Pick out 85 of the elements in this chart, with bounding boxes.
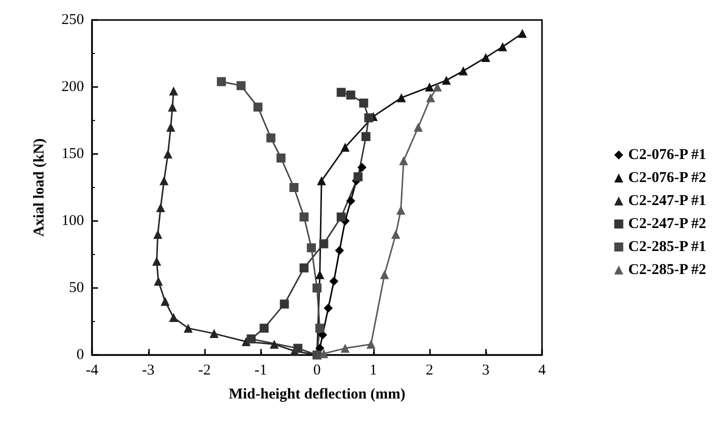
point bbox=[426, 93, 436, 102]
point bbox=[293, 344, 302, 353]
point bbox=[169, 86, 178, 96]
point bbox=[346, 90, 356, 100]
point bbox=[160, 176, 168, 186]
point bbox=[481, 53, 490, 62]
legend-label: C2-076-P #2 bbox=[628, 170, 706, 186]
x-tick-label: -1 bbox=[254, 362, 267, 378]
point bbox=[346, 196, 356, 206]
x-axis-title: Mid-height deflection (mm) bbox=[228, 386, 406, 402]
x-tick-label: -3 bbox=[142, 362, 154, 378]
x-tick-label: 4 bbox=[538, 362, 546, 378]
point bbox=[399, 156, 408, 166]
point bbox=[336, 88, 346, 97]
point bbox=[391, 230, 400, 239]
legend-label: C2-247-P #1 bbox=[628, 193, 706, 209]
point bbox=[156, 203, 166, 212]
point bbox=[414, 122, 423, 132]
point bbox=[152, 256, 162, 266]
point bbox=[336, 212, 346, 222]
point bbox=[366, 340, 376, 349]
point bbox=[518, 28, 527, 38]
point bbox=[458, 66, 468, 76]
point bbox=[169, 312, 178, 322]
point bbox=[315, 324, 324, 333]
point bbox=[160, 296, 170, 306]
point bbox=[276, 154, 286, 163]
point bbox=[289, 183, 298, 192]
y-tick-label: 0 bbox=[76, 347, 84, 363]
legend-label: C2-285-P #2 bbox=[628, 262, 706, 278]
point bbox=[432, 82, 442, 92]
x-tick-label: 2 bbox=[426, 362, 434, 378]
point bbox=[442, 76, 451, 85]
point bbox=[498, 42, 508, 52]
y-tick-label: 150 bbox=[62, 146, 84, 162]
y-axis-title: Axial load (kN) bbox=[32, 138, 48, 237]
point bbox=[354, 172, 363, 182]
point bbox=[324, 304, 333, 313]
y-tick-label: 50 bbox=[69, 280, 84, 296]
point bbox=[315, 270, 324, 280]
point bbox=[340, 344, 350, 353]
x-tick-label: -2 bbox=[198, 362, 211, 378]
point bbox=[359, 98, 368, 108]
y-tick-label: 250 bbox=[62, 12, 84, 28]
point bbox=[236, 81, 246, 90]
x-tick-label: 1 bbox=[370, 362, 377, 378]
point bbox=[300, 212, 309, 222]
point bbox=[358, 162, 366, 172]
x-tick-label: 0 bbox=[313, 362, 321, 378]
point bbox=[335, 246, 344, 255]
point bbox=[312, 284, 322, 292]
point bbox=[168, 102, 177, 112]
point bbox=[329, 276, 338, 286]
point bbox=[340, 142, 350, 152]
point bbox=[210, 329, 219, 338]
point bbox=[317, 176, 326, 186]
point bbox=[216, 77, 226, 86]
point bbox=[166, 122, 176, 132]
point bbox=[425, 82, 434, 92]
y-tick-label: 200 bbox=[62, 79, 84, 95]
point bbox=[154, 276, 163, 286]
point bbox=[246, 334, 256, 344]
point bbox=[153, 230, 162, 239]
point bbox=[253, 102, 262, 112]
point bbox=[380, 270, 389, 280]
y-tick-label: 100 bbox=[62, 213, 84, 229]
point bbox=[306, 243, 316, 252]
x-tick-label: 3 bbox=[482, 362, 490, 378]
legend-label: C2-285-P #1 bbox=[628, 239, 706, 255]
point bbox=[163, 150, 172, 158]
point bbox=[361, 132, 370, 142]
point bbox=[319, 349, 328, 358]
point bbox=[270, 340, 279, 349]
point bbox=[184, 324, 193, 333]
point bbox=[319, 239, 328, 248]
point bbox=[396, 93, 406, 102]
point bbox=[260, 324, 269, 333]
point bbox=[300, 263, 309, 272]
point bbox=[280, 300, 289, 309]
point bbox=[266, 133, 276, 142]
point bbox=[364, 113, 374, 122]
x-tick-label: -4 bbox=[86, 362, 99, 378]
point bbox=[396, 206, 406, 215]
legend-label: C2-247-P #2 bbox=[628, 216, 706, 232]
legend-label: C2-076-P #1 bbox=[628, 147, 706, 163]
